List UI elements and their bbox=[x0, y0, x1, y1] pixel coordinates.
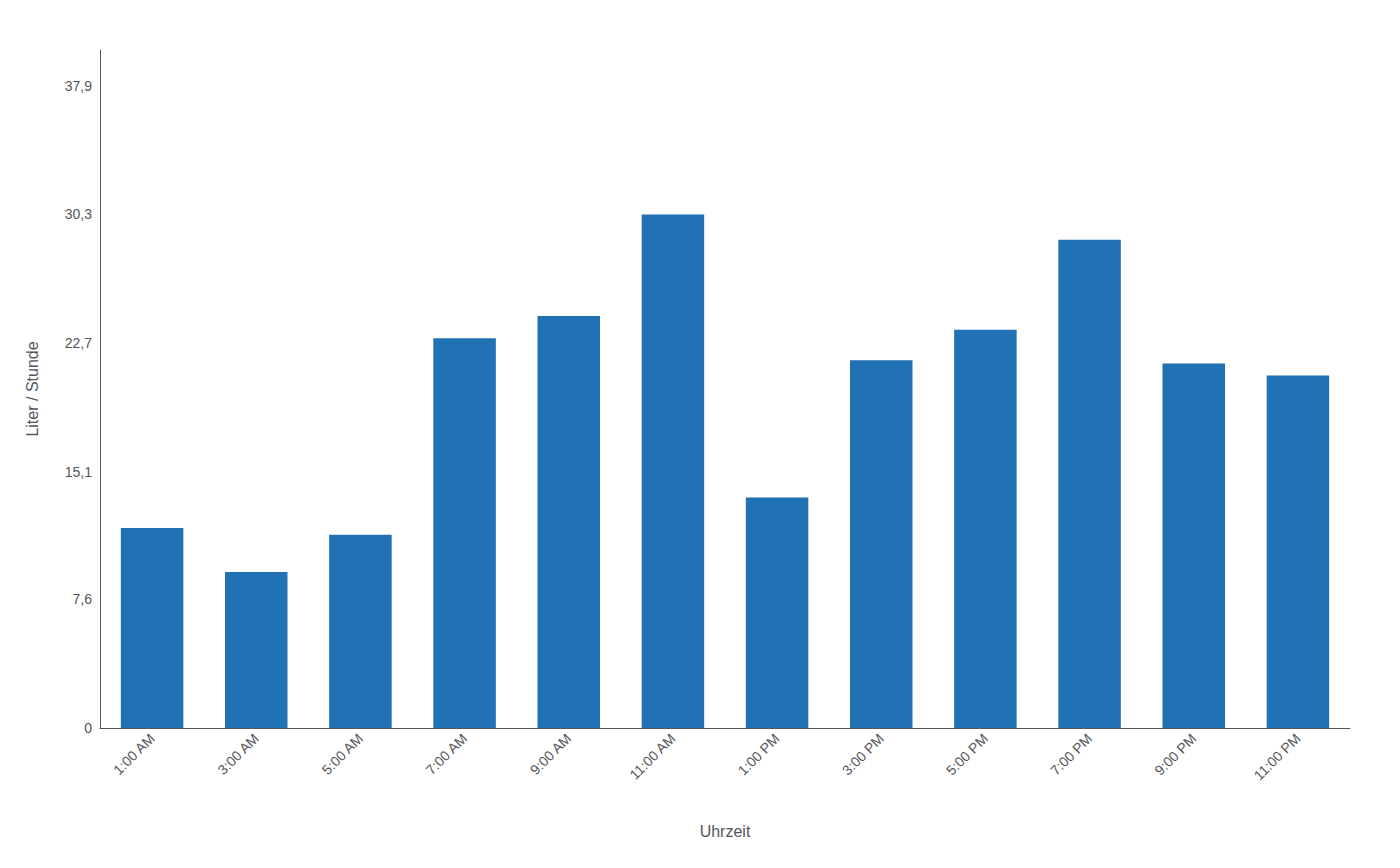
svg-text:11:00 AM: 11:00 AM bbox=[626, 730, 678, 782]
svg-text:9:00 AM: 9:00 AM bbox=[527, 730, 575, 778]
svg-text:5:00 AM: 5:00 AM bbox=[318, 730, 366, 778]
svg-text:3:00 PM: 3:00 PM bbox=[839, 730, 887, 778]
svg-text:37,9: 37,9 bbox=[65, 78, 92, 94]
svg-text:5:00 PM: 5:00 PM bbox=[943, 730, 991, 778]
svg-text:9:00 PM: 9:00 PM bbox=[1151, 730, 1199, 778]
svg-text:30,3: 30,3 bbox=[65, 206, 92, 222]
svg-text:22,7: 22,7 bbox=[65, 335, 92, 351]
svg-text:1:00 AM: 1:00 AM bbox=[110, 730, 158, 778]
svg-text:11:00 PM: 11:00 PM bbox=[1251, 730, 1304, 783]
svg-text:7:00 PM: 7:00 PM bbox=[1047, 730, 1095, 778]
svg-text:15,1: 15,1 bbox=[65, 464, 92, 480]
svg-text:3:00 AM: 3:00 AM bbox=[214, 730, 262, 778]
svg-text:1:00 PM: 1:00 PM bbox=[735, 730, 783, 778]
svg-text:Liter / Stunde: Liter / Stunde bbox=[24, 341, 41, 436]
svg-text:0: 0 bbox=[84, 720, 92, 736]
svg-text:7,6: 7,6 bbox=[73, 591, 93, 607]
svg-text:7:00 AM: 7:00 AM bbox=[423, 730, 471, 778]
svg-text:Uhrzeit: Uhrzeit bbox=[700, 823, 751, 840]
